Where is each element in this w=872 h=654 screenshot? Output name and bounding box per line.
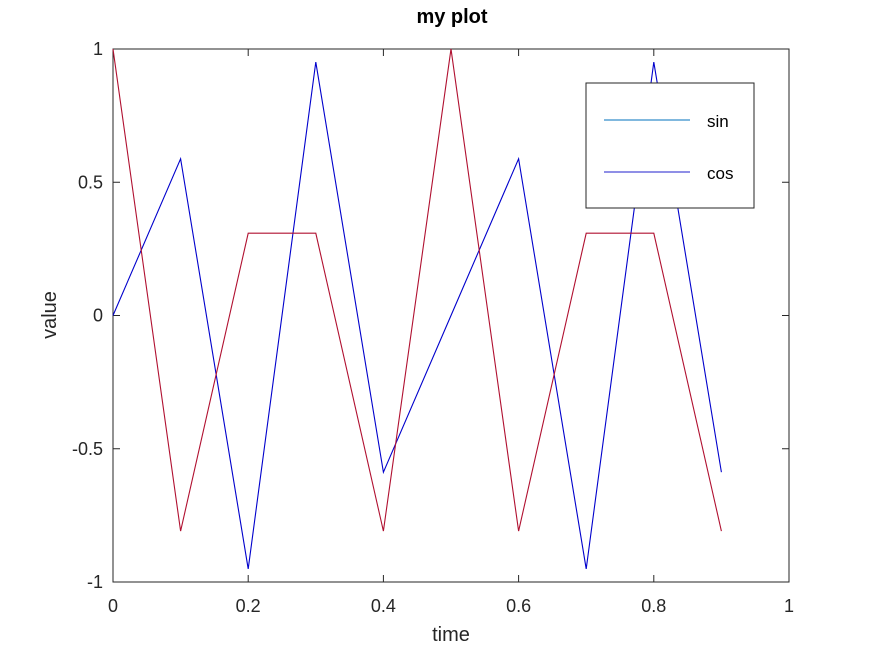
chart-title: my plot [416, 6, 487, 28]
series-line-sin [112, 62, 722, 569]
x-tick-label: 0.6 [506, 596, 531, 616]
y-tick-label: -0.5 [72, 439, 103, 459]
x-tick-label: 0.2 [236, 596, 261, 616]
y-tick-label: 0 [93, 306, 103, 326]
series-layer [112, 48, 722, 569]
x-axis-label: time [432, 624, 470, 646]
x-tick-label: 0.4 [371, 596, 396, 616]
legend-label-sin: sin [707, 112, 729, 131]
legend-label-cos: cos [707, 164, 733, 183]
x-tick-label: 0.8 [641, 596, 666, 616]
y-tick-label: 1 [93, 39, 103, 59]
series-line-cos [112, 48, 722, 532]
x-tick-label: 0 [108, 596, 118, 616]
y-tick-label: 0.5 [78, 172, 103, 192]
x-tick-label: 1 [784, 596, 794, 616]
y-axis-label: value [39, 291, 61, 339]
axis-ticks: 0 0.2 0.4 0.6 0.8 1 -1 -0.5 0 0.5 1 [72, 39, 794, 616]
y-tick-label: -1 [87, 572, 103, 592]
legend-box [585, 82, 755, 209]
legend: sin cos [585, 82, 755, 209]
